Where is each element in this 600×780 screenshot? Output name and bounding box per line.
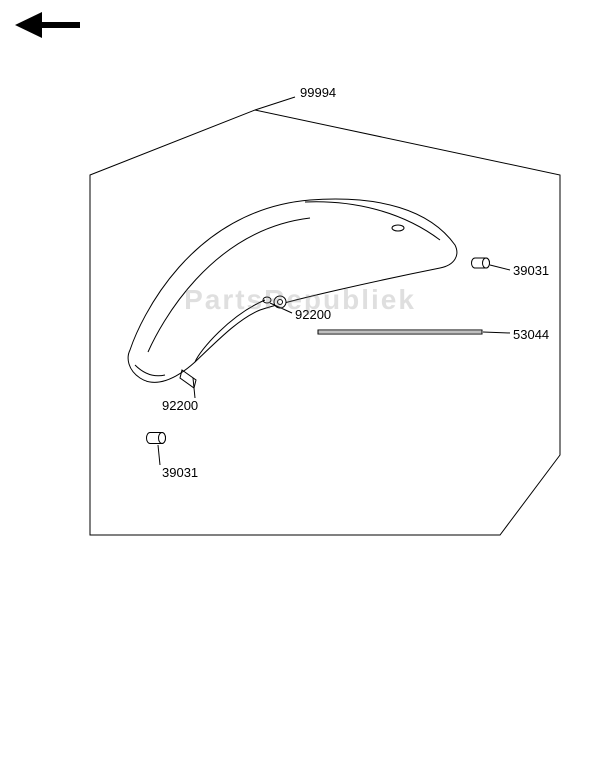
part-label: 53044 bbox=[513, 327, 549, 342]
part-label: 92200 bbox=[295, 307, 331, 322]
part-label: 39031 bbox=[513, 263, 549, 278]
callout-line bbox=[490, 265, 510, 270]
diagram-svg bbox=[0, 0, 600, 775]
trim-strip-part bbox=[318, 330, 482, 334]
spacer-upper-part bbox=[472, 258, 490, 268]
callout-line bbox=[158, 445, 160, 465]
spacer-lower-part bbox=[147, 433, 166, 444]
part-label: 92200 bbox=[162, 398, 198, 413]
callout-line bbox=[483, 332, 510, 333]
parts-diagram: 99994 39031 92200 53044 92200 39031 Part… bbox=[0, 0, 600, 775]
callout-line bbox=[255, 97, 295, 110]
seat-cover-part bbox=[128, 199, 457, 388]
part-label: 39031 bbox=[162, 465, 198, 480]
direction-arrow-icon bbox=[15, 12, 80, 38]
washer-part bbox=[274, 296, 286, 308]
part-label: 99994 bbox=[300, 85, 336, 100]
